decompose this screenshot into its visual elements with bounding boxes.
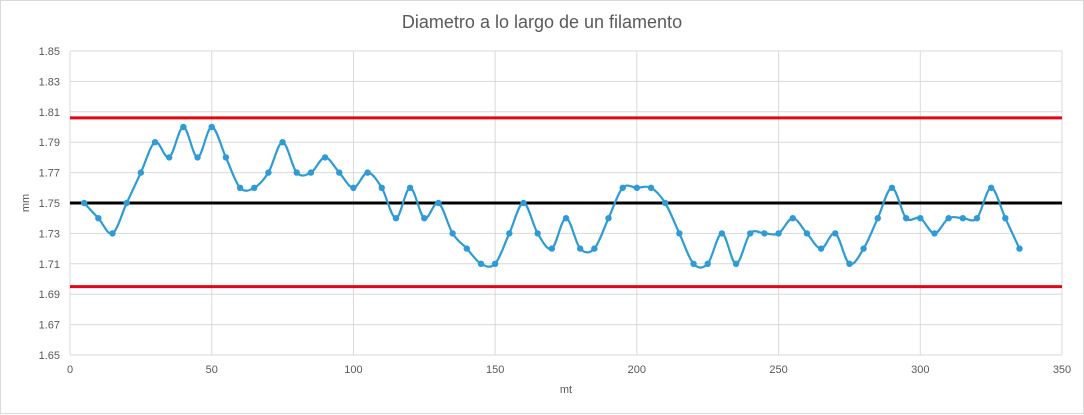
data-point: [180, 123, 187, 131]
y-tick-label: 1.65: [39, 350, 60, 362]
data-point: [902, 215, 910, 222]
data-point: [194, 154, 201, 161]
data-point: [222, 154, 230, 161]
data-point: [662, 199, 669, 207]
data-point: [336, 169, 343, 176]
data-point: [747, 230, 754, 237]
y-tick-label: 1.81: [39, 107, 60, 119]
data-point: [80, 199, 88, 207]
data-point: [775, 230, 782, 237]
data-point: [109, 230, 116, 237]
data-point: [987, 184, 995, 191]
data-point: [591, 245, 598, 252]
data-point: [803, 230, 811, 237]
data-point: [931, 230, 938, 237]
data-point: [435, 199, 442, 207]
y-tick-label: 1.77: [39, 168, 60, 180]
data-point: [846, 260, 853, 267]
data-point: [392, 215, 400, 222]
x-axis-title: mt: [560, 384, 572, 396]
y-tick-label: 1.73: [39, 228, 60, 240]
data-point: [307, 169, 315, 176]
y-axis-title: mm: [20, 194, 32, 212]
data-point: [548, 245, 556, 252]
data-point: [166, 154, 173, 161]
data-point: [265, 169, 272, 176]
data-point: [123, 199, 130, 207]
data-point: [506, 230, 513, 237]
data-point: [279, 139, 286, 146]
data-point: [789, 215, 796, 222]
data-point: [491, 260, 499, 267]
x-tick-label: 0: [67, 364, 73, 376]
x-tick-label: 200: [628, 364, 646, 376]
data-point: [732, 260, 740, 267]
data-point: [251, 184, 258, 191]
data-point: [350, 184, 357, 191]
data-point: [449, 230, 456, 237]
data-point: [421, 215, 428, 222]
data-point: [463, 245, 470, 252]
data-point: [605, 215, 612, 222]
data-point: [647, 184, 655, 191]
y-tick-label: 1.79: [39, 137, 60, 149]
data-point: [973, 215, 981, 222]
data-point: [378, 184, 385, 191]
data-point: [562, 215, 570, 222]
data-point: [676, 230, 683, 237]
x-tick-label: 300: [911, 364, 929, 376]
data-point: [917, 215, 924, 222]
data-point: [860, 245, 867, 252]
data-point: [888, 184, 896, 191]
y-tick-label: 1.83: [39, 76, 60, 88]
data-point: [520, 199, 527, 207]
series-layer: [80, 123, 1023, 269]
data-point: [945, 215, 952, 222]
x-tick-label: 50: [206, 364, 218, 376]
data-point: [95, 215, 102, 222]
data-point: [874, 215, 881, 222]
y-tick-label: 1.75: [39, 198, 60, 210]
y-tick-label: 1.71: [39, 259, 60, 271]
data-point: [704, 260, 711, 267]
data-point: [151, 139, 159, 146]
data-point: [364, 169, 371, 176]
data-point: [817, 245, 825, 252]
data-point: [406, 184, 414, 191]
data-point: [633, 184, 641, 191]
y-tick-label: 1.69: [39, 289, 60, 301]
tick-labels: 1.65 1.67 1.69 1.71 1.73 1.75 1.77 1.79 1.81 1.83…: [39, 46, 1072, 376]
data-point: [137, 169, 145, 176]
data-point: [293, 169, 300, 176]
data-point: [534, 230, 541, 237]
x-tick-label: 150: [486, 364, 504, 376]
data-point: [718, 230, 726, 237]
reference-lines: [70, 116, 1062, 289]
y-tick-label: 1.67: [39, 320, 60, 332]
data-point: [832, 230, 839, 237]
y-tick-label: 1.85: [39, 46, 60, 58]
data-point: [1002, 215, 1009, 222]
data-point: [321, 154, 329, 161]
data-point: [959, 215, 966, 222]
data-point: [208, 123, 215, 131]
data-point: [761, 230, 768, 237]
x-tick-label: 250: [769, 364, 787, 376]
data-point: [619, 184, 626, 191]
x-tick-label: 350: [1053, 364, 1071, 376]
data-point: [690, 260, 697, 267]
data-point: [477, 260, 485, 267]
data-point: [236, 184, 244, 191]
chart-title: Diametro a lo largo de un filamento: [402, 12, 682, 32]
x-tick-label: 100: [344, 364, 362, 376]
data-point: [1016, 245, 1023, 252]
data-point: [576, 245, 584, 252]
